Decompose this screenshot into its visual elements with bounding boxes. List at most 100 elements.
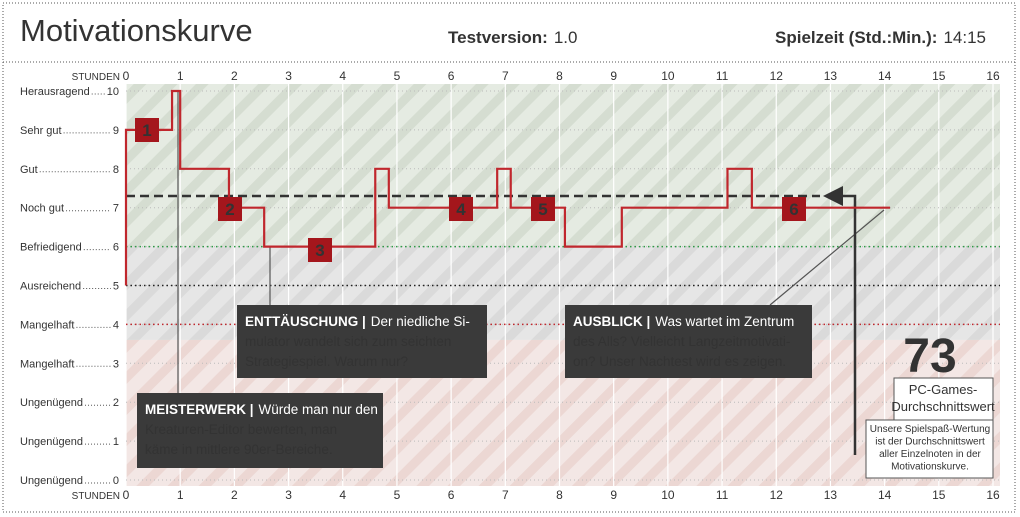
x-tick-label: 1 bbox=[177, 69, 184, 83]
x-tick-label: 11 bbox=[716, 488, 729, 502]
callout-box bbox=[565, 305, 812, 378]
x-tick-label: 5 bbox=[394, 488, 401, 502]
motivation-line bbox=[124, 89, 891, 286]
score-label-box bbox=[893, 377, 994, 421]
y-tick-label: 6 bbox=[113, 242, 119, 254]
step-marker bbox=[135, 118, 159, 142]
y-tick-label: 0 bbox=[113, 475, 119, 487]
step-marker bbox=[449, 197, 473, 221]
y-tick-name: Noch gut bbox=[20, 203, 64, 215]
y-tick-name: Ungenügend bbox=[20, 475, 83, 487]
callout-heading: MEISTERWERK | bbox=[145, 402, 254, 417]
playtime-label: Spielzeit (Std.:Min.): bbox=[775, 28, 937, 47]
callout-line: on? Unser Nachtest wird es zeigen. bbox=[573, 354, 786, 369]
y-tick-name: Gut bbox=[20, 164, 38, 176]
x-tick-label: 11 bbox=[716, 69, 729, 83]
connector bbox=[769, 209, 885, 306]
x-tick-label: 4 bbox=[339, 69, 346, 83]
callout-line: des Alls? Vielleicht Langzeitmotivati- bbox=[573, 334, 790, 349]
y-tick-label: 5 bbox=[113, 281, 119, 293]
step-marker-label: 1 bbox=[142, 121, 151, 140]
step-marker-label: 6 bbox=[789, 200, 798, 219]
y-tick-name: Mangelhaft bbox=[20, 319, 74, 331]
x-tick-label: 1 bbox=[177, 488, 184, 502]
x-tick-label: 0 bbox=[123, 69, 130, 83]
y-tick-name: Ausreichend bbox=[20, 281, 81, 293]
step-marker bbox=[531, 197, 555, 221]
version-label: Testversion: bbox=[448, 28, 548, 47]
score-note: aller Einzelnoten in der bbox=[879, 449, 981, 460]
score-label: Durchschnittswert bbox=[891, 399, 995, 414]
playtime: Spielzeit (Std.:Min.): 14:15 bbox=[775, 28, 986, 47]
step-marker bbox=[218, 197, 242, 221]
x-tick-label: 10 bbox=[661, 488, 675, 502]
version-value: 1.0 bbox=[554, 28, 578, 47]
title: Motivationskurve bbox=[20, 13, 253, 48]
callout-text: Der niedliche Si- bbox=[371, 314, 470, 329]
callout-text: Würde man nur den bbox=[259, 402, 378, 417]
x-tick-label: 12 bbox=[770, 488, 784, 502]
x-tick-label: 12 bbox=[770, 69, 784, 83]
x-tick-label: 8 bbox=[556, 488, 563, 502]
callout-line: Kreaturen-Editor bewerten, man bbox=[145, 422, 337, 437]
y-tick-name: Ungenügend bbox=[20, 397, 83, 409]
x-tick-label: 14 bbox=[878, 488, 892, 502]
step-marker-label: 3 bbox=[315, 241, 324, 260]
x-tick-label: 4 bbox=[339, 488, 346, 502]
x-tick-label: 7 bbox=[502, 488, 509, 502]
callout-box bbox=[137, 393, 383, 468]
y-tick-name: Herausragend bbox=[20, 86, 90, 98]
y-tick-label: 10 bbox=[107, 86, 119, 98]
x-tick-label: 7 bbox=[502, 69, 509, 83]
x-tick-label: 5 bbox=[394, 69, 401, 83]
y-tick-label: 2 bbox=[113, 397, 119, 409]
y-tick-label: 9 bbox=[113, 125, 119, 137]
step-marker-label: 5 bbox=[538, 200, 547, 219]
x-tick-label: 9 bbox=[610, 69, 617, 83]
x-tick-label: 8 bbox=[556, 69, 563, 83]
step-marker bbox=[782, 197, 806, 221]
step-marker-label: 4 bbox=[456, 200, 466, 219]
callout-line: Strategiespiel. Warum nur? bbox=[245, 354, 408, 369]
x-tick-label: 6 bbox=[448, 488, 455, 502]
x-tick-label: 16 bbox=[986, 69, 1000, 83]
callout-line: MEISTERWERK | Würde man nur den bbox=[145, 402, 378, 417]
y-tick-name: Sehr gut bbox=[20, 125, 62, 137]
x-axis-label: STUNDEN bbox=[72, 491, 120, 502]
x-tick-label: 6 bbox=[448, 69, 455, 83]
x-tick-label: 2 bbox=[231, 69, 238, 83]
callout-line: mulator wandelt sich zum seichten bbox=[245, 334, 451, 349]
x-tick-label: 15 bbox=[932, 69, 946, 83]
callout-heading: ENTTÄUSCHUNG | bbox=[245, 314, 366, 329]
x-tick-label: 13 bbox=[824, 488, 838, 502]
callout-line: AUSBLICK | Was wartet im Zentrum bbox=[573, 314, 794, 329]
score-note: ist der Durchschnittswert bbox=[875, 437, 985, 448]
score-label: PC-Games- bbox=[909, 382, 978, 397]
x-tick-label: 3 bbox=[285, 69, 292, 83]
callout-text: Was wartet im Zentrum bbox=[655, 314, 794, 329]
x-tick-label: 16 bbox=[986, 488, 1000, 502]
x-tick-label: 0 bbox=[123, 488, 130, 502]
callout-line: käme in mittlere 90er-Bereiche. bbox=[145, 442, 333, 457]
y-tick-label: 1 bbox=[113, 436, 119, 448]
y-tick-name: Mangelhaft bbox=[20, 358, 74, 370]
score-note-box bbox=[865, 419, 994, 479]
score-note: Motivationskurve. bbox=[891, 462, 969, 473]
y-tick-name: Ungenügend bbox=[20, 436, 83, 448]
playtime-value: 14:15 bbox=[943, 28, 986, 47]
callout-heading: AUSBLICK | bbox=[573, 314, 650, 329]
x-tick-label: 2 bbox=[231, 488, 238, 502]
x-tick-label: 13 bbox=[824, 69, 838, 83]
score-value: 73 bbox=[903, 330, 956, 383]
callout-box bbox=[237, 305, 487, 378]
callout-line: ENTTÄUSCHUNG | Der niedliche Si- bbox=[245, 314, 470, 329]
score-arrow bbox=[823, 186, 857, 455]
x-tick-label: 15 bbox=[932, 488, 946, 502]
y-tick-label: 4 bbox=[113, 319, 119, 331]
score-note: Unsere Spielspaß-Wertung bbox=[870, 424, 990, 435]
y-tick-label: 7 bbox=[113, 203, 119, 215]
x-tick-label: 14 bbox=[878, 69, 892, 83]
y-tick-label: 3 bbox=[113, 358, 119, 370]
x-tick-label: 3 bbox=[285, 488, 292, 502]
